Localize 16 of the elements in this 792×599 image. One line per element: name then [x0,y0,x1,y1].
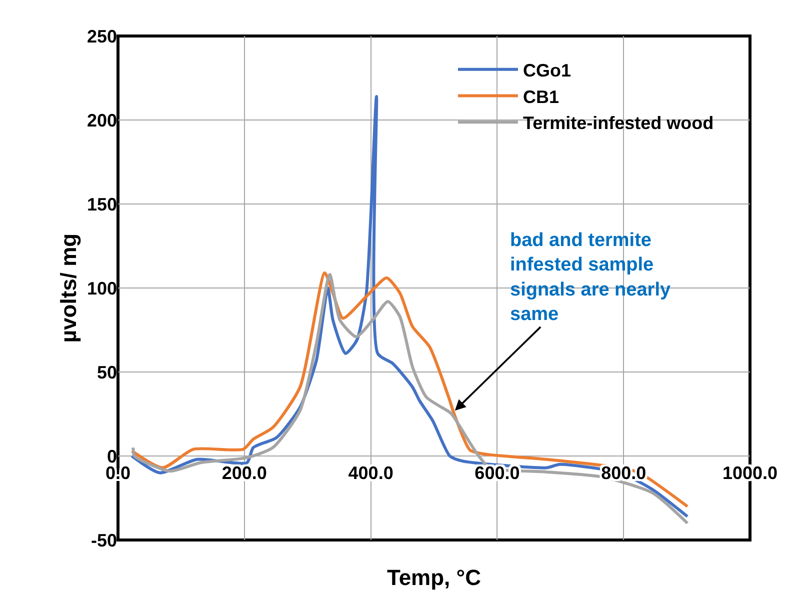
y-tick-label: 200 [86,110,117,130]
legend-label: CB1 [522,86,559,107]
legend-label: CGo1 [522,60,571,80]
x-tick-label: 600.0 [474,463,520,483]
legend-label: Termite-infested wood [522,113,714,134]
y-tick-label: 100 [86,278,117,298]
annotation: bad and termite infested sample signals are nearly same [510,230,671,326]
y-tick-label: 150 [86,194,117,214]
x-tick-label: 200.0 [222,463,267,483]
y-tick-label: 0 [106,446,117,466]
y-tick-label: 250 [86,26,117,46]
y-tick-label: 50 [96,362,117,382]
y-tick-label: -50 [90,530,117,550]
y-axis-title: µvolts/ mg [56,233,81,343]
x-axis-title: Temp, °C [387,565,482,590]
x-tick-label: 400.0 [348,463,394,483]
